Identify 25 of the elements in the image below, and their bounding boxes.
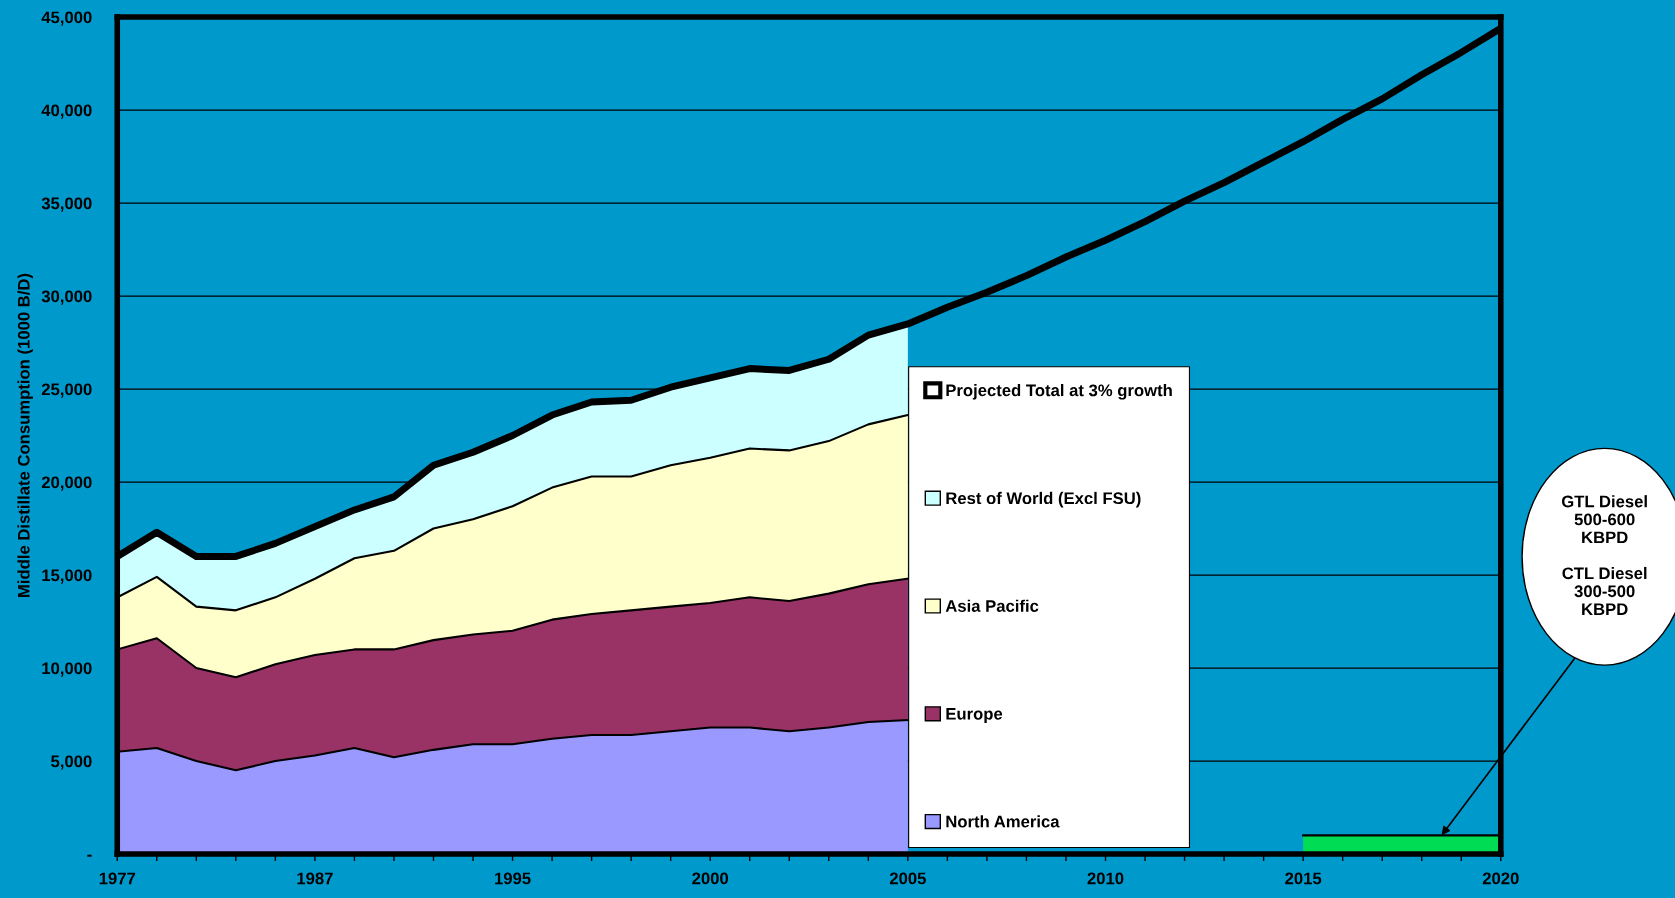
- x-tick-label: 1987: [297, 872, 333, 885]
- y-tick-label: 30,000: [41, 290, 92, 305]
- x-tick-label: 2005: [889, 872, 926, 885]
- legend-label: Rest of World (Excl FSU): [946, 491, 1141, 508]
- legend-label: Asia Pacific: [945, 599, 1039, 612]
- x-tick-label: 1977: [99, 872, 136, 885]
- x-tick-label: 2010: [1087, 872, 1124, 885]
- y-tick-label: 25,000: [41, 383, 92, 398]
- x-tick-label: 2015: [1285, 872, 1322, 885]
- y-tick-label: 15,000: [42, 569, 92, 584]
- y-tick-label: 45,000: [41, 11, 92, 26]
- x-tick-label: 1995: [495, 872, 531, 885]
- y-tick-label: -: [87, 854, 92, 857]
- legend-label: North America: [946, 815, 1060, 828]
- y-tick-label: 35,000: [41, 197, 92, 212]
- y-tick-label: 5,000: [51, 755, 92, 770]
- y-axis-title: Middle Distillate Consumption (1000 B/D): [17, 273, 33, 597]
- y-tick-label: 10,000: [42, 662, 92, 677]
- x-tick-label: 2000: [692, 872, 729, 885]
- legend-label: Europe: [946, 708, 1003, 723]
- x-tick-label: 2020: [1482, 872, 1519, 885]
- text: GTL Diesel 500-600 KBPD CTL Diesel 300-500 KBPD: [1561, 495, 1647, 615]
- y-tick-label: 20,000: [41, 476, 92, 491]
- y-tick-label: 40,000: [41, 104, 92, 119]
- legend-label: Projected Total at 3% growth: [946, 384, 1172, 400]
